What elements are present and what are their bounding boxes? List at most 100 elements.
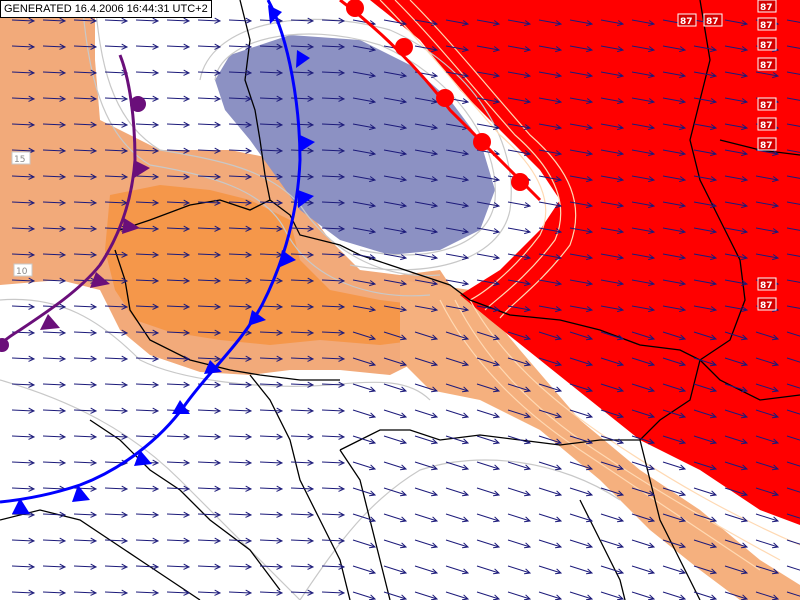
wind-arrow <box>755 565 780 575</box>
wind-arrow <box>755 253 780 261</box>
isoline-label: 87 <box>757 0 777 13</box>
wind-arrow <box>383 435 408 445</box>
wind-arrow <box>42 511 67 518</box>
wind-arrow <box>414 279 439 287</box>
wind-arrow <box>755 149 780 157</box>
wind-arrow <box>352 435 377 445</box>
wind-arrow <box>476 565 501 575</box>
cold-front-triangles <box>12 5 315 514</box>
wind-arrow <box>383 71 408 79</box>
wind-arrow <box>135 147 160 154</box>
wind-arrow <box>73 121 98 128</box>
wind-arrow <box>352 305 377 313</box>
wind-arrow <box>228 563 253 570</box>
wind-arrow <box>538 97 563 105</box>
wind-arrow <box>507 565 532 575</box>
wind-arrow <box>569 175 594 183</box>
isoline-label: 87 <box>703 13 723 27</box>
wind-arrow <box>197 199 222 206</box>
wind-arrow <box>104 433 129 440</box>
wind-arrow <box>259 173 284 180</box>
wind-arrow <box>724 305 749 313</box>
wind-arrow <box>166 121 191 128</box>
wind-arrow <box>631 487 656 497</box>
wind-arrow <box>259 407 284 414</box>
cold-pool-region <box>215 35 495 255</box>
wind-arrow <box>662 409 687 419</box>
wind-arrow <box>724 331 749 341</box>
wind-arrow <box>569 305 594 313</box>
wind-arrow <box>786 305 800 309</box>
wind-arrow <box>73 589 98 596</box>
wind-arrow <box>135 355 160 362</box>
wind-arrow <box>352 123 377 131</box>
wind-arrow <box>445 227 470 235</box>
wind-arrow <box>42 121 67 128</box>
wind-arrow <box>786 201 800 205</box>
wind-arrow <box>259 95 284 102</box>
wind-arrow <box>693 45 718 53</box>
wind-arrow <box>569 253 594 261</box>
wind-arrow <box>383 253 408 261</box>
wind-arrow <box>538 71 563 79</box>
wind-arrow <box>197 433 222 440</box>
wind-arrow <box>569 71 594 79</box>
wind-arrow <box>290 537 315 544</box>
wind-arrow <box>228 303 253 310</box>
wind-arrow <box>42 329 67 336</box>
wind-arrow <box>259 459 284 466</box>
wind-arrow <box>414 435 439 445</box>
wind-arrow <box>228 199 253 206</box>
wind-arrow <box>786 565 800 571</box>
wind-arrow <box>414 123 439 131</box>
wind-arrow <box>321 43 346 50</box>
isoline-label: 87 <box>757 17 777 31</box>
wind-arrow <box>42 251 67 258</box>
wind-arrow <box>538 487 563 497</box>
wind-arrow <box>259 303 284 310</box>
wind-arrow <box>259 69 284 76</box>
wind-arrow <box>631 383 656 393</box>
wind-arrow <box>476 71 501 79</box>
wind-arrow <box>445 513 470 523</box>
wind-arrow <box>383 539 408 549</box>
wind-arrow <box>476 539 501 549</box>
wind-arrow <box>693 97 718 105</box>
wind-arrow <box>135 225 160 232</box>
wind-arrow <box>42 17 67 24</box>
wind-arrow <box>259 147 284 154</box>
wind-arrow <box>538 201 563 209</box>
wind-arrow <box>538 409 563 419</box>
wind-arrow <box>414 19 439 27</box>
wind-arrow <box>321 355 346 362</box>
wind-arrow <box>724 201 749 209</box>
wind-arrow <box>507 435 532 445</box>
wind-arrow <box>135 485 160 492</box>
wind-arrow <box>476 227 501 235</box>
wind-arrow <box>290 459 315 466</box>
wind-arrow <box>104 303 129 310</box>
wind-arrow <box>693 279 718 287</box>
right-edge-labels: 87 87 87 87 87 87 87 87 87 <box>757 0 777 311</box>
wind-arrow <box>73 433 98 440</box>
wind-arrow <box>600 71 625 79</box>
wind-arrow <box>321 251 346 258</box>
wind-arrow <box>569 461 594 471</box>
wind-arrow <box>197 147 222 154</box>
wind-arrow <box>414 409 439 419</box>
wind-arrow <box>197 537 222 544</box>
wind-arrow <box>42 355 67 362</box>
wind-arrow <box>352 227 377 235</box>
wind-arrow <box>135 407 160 414</box>
svg-text:87: 87 <box>760 281 773 291</box>
wind-arrow <box>290 433 315 440</box>
wind-arrow <box>569 409 594 419</box>
wind-arrow <box>42 225 67 232</box>
wind-arrow <box>383 383 408 393</box>
wind-arrow <box>414 539 439 549</box>
wind-arrow <box>755 435 780 445</box>
wind-arrow <box>507 487 532 497</box>
svg-text:87: 87 <box>760 301 773 311</box>
wind-arrow <box>631 331 656 341</box>
wind-arrow <box>476 175 501 183</box>
